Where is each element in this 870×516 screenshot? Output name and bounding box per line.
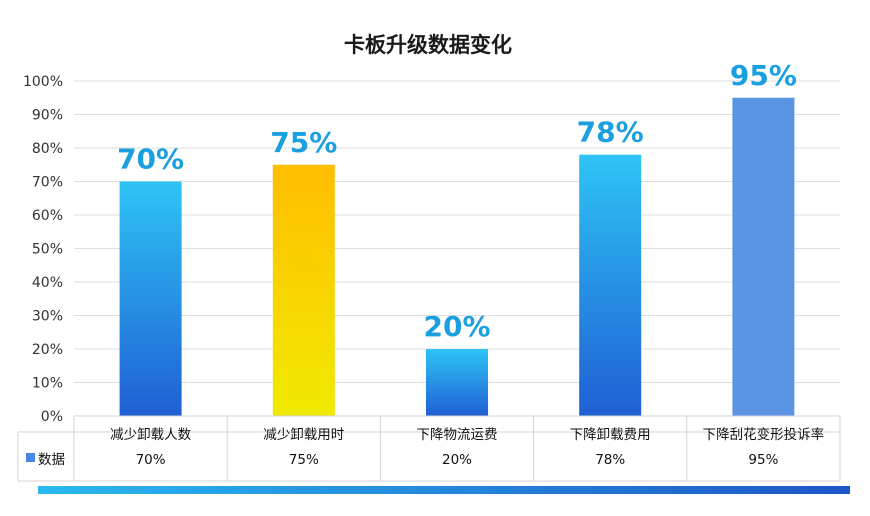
table-value-cell: 95% (748, 452, 778, 468)
legend-key (26, 453, 35, 462)
bar (732, 97, 795, 416)
table-value-cell: 70% (136, 452, 166, 468)
y-tick-label: 0% (41, 409, 63, 425)
footer-gradient-bar (38, 486, 850, 494)
x-category-label: 下降卸载费用 (570, 427, 651, 443)
chart-title: 卡板升级数据变化 (344, 33, 512, 57)
y-tick-label: 50% (32, 242, 63, 258)
data-label: 95% (730, 59, 797, 92)
table-value-cell: 20% (442, 452, 472, 468)
bar (579, 154, 642, 416)
y-tick-label: 90% (32, 108, 63, 124)
y-tick-label: 70% (32, 175, 63, 191)
y-tick-label: 80% (32, 141, 63, 157)
y-tick-label: 30% (32, 309, 63, 325)
y-tick-label: 40% (32, 275, 63, 291)
x-category-label: 下降物流运费 (417, 427, 498, 443)
x-category-label: 减少卸载用时 (263, 427, 344, 443)
table-value-cell: 75% (289, 452, 319, 468)
data-label: 75% (270, 126, 337, 159)
data-label: 70% (117, 143, 184, 176)
data-label: 78% (577, 116, 644, 149)
x-category-label: 下降刮花变形投诉率 (703, 426, 825, 443)
y-tick-label: 10% (32, 376, 63, 392)
y-tick-label: 20% (32, 342, 63, 358)
y-tick-label: 60% (32, 208, 63, 224)
table-value-cell: 78% (595, 452, 625, 468)
x-category-label: 减少卸载人数 (110, 427, 191, 443)
bar (426, 349, 488, 416)
bar (119, 181, 182, 416)
bar (272, 164, 335, 416)
legend-series-name: 数据 (38, 452, 65, 468)
y-tick-label: 100% (23, 74, 63, 90)
data-label: 20% (423, 310, 490, 343)
